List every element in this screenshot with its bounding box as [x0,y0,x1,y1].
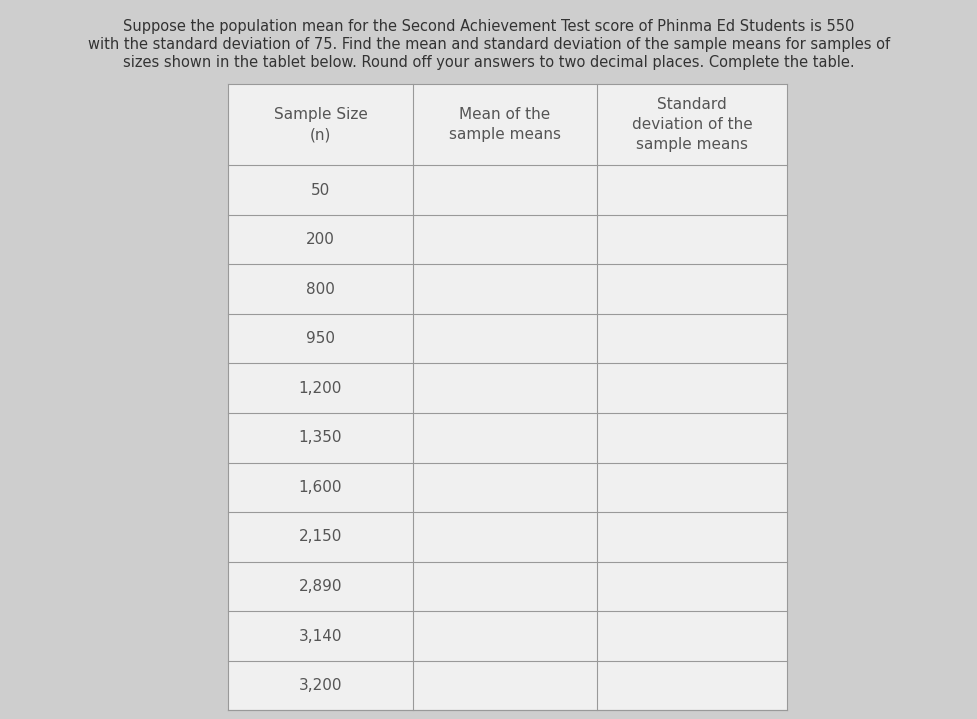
Bar [228,83,786,710]
Text: Suppose the population mean for the Second Achievement Test score of Phinma Ed S: Suppose the population mean for the Seco… [123,19,854,35]
Text: with the standard deviation of 75. Find the mean and standard deviation of the s: with the standard deviation of 75. Find … [88,37,889,52]
Text: Sample Size: Sample Size [274,107,367,122]
Text: 1,350: 1,350 [298,431,342,445]
Text: (n): (n) [310,127,331,142]
Text: sizes shown in the tablet below. Round off your answers to two decimal places. C: sizes shown in the tablet below. Round o… [123,55,854,70]
Text: 2,150: 2,150 [299,529,342,544]
Text: sample means: sample means [448,127,560,142]
Text: 1,600: 1,600 [298,480,342,495]
Text: Standard: Standard [657,97,726,112]
Text: 2,890: 2,890 [298,579,342,594]
Text: deviation of the: deviation of the [631,117,751,132]
Text: 50: 50 [311,183,330,198]
Text: 1,200: 1,200 [299,381,342,395]
Text: Mean of the: Mean of the [459,107,550,122]
Text: sample means: sample means [635,137,747,152]
Text: 3,140: 3,140 [298,628,342,644]
Text: 3,200: 3,200 [298,678,342,693]
Text: 800: 800 [306,282,334,297]
Text: 200: 200 [306,232,334,247]
Text: 950: 950 [306,331,335,347]
